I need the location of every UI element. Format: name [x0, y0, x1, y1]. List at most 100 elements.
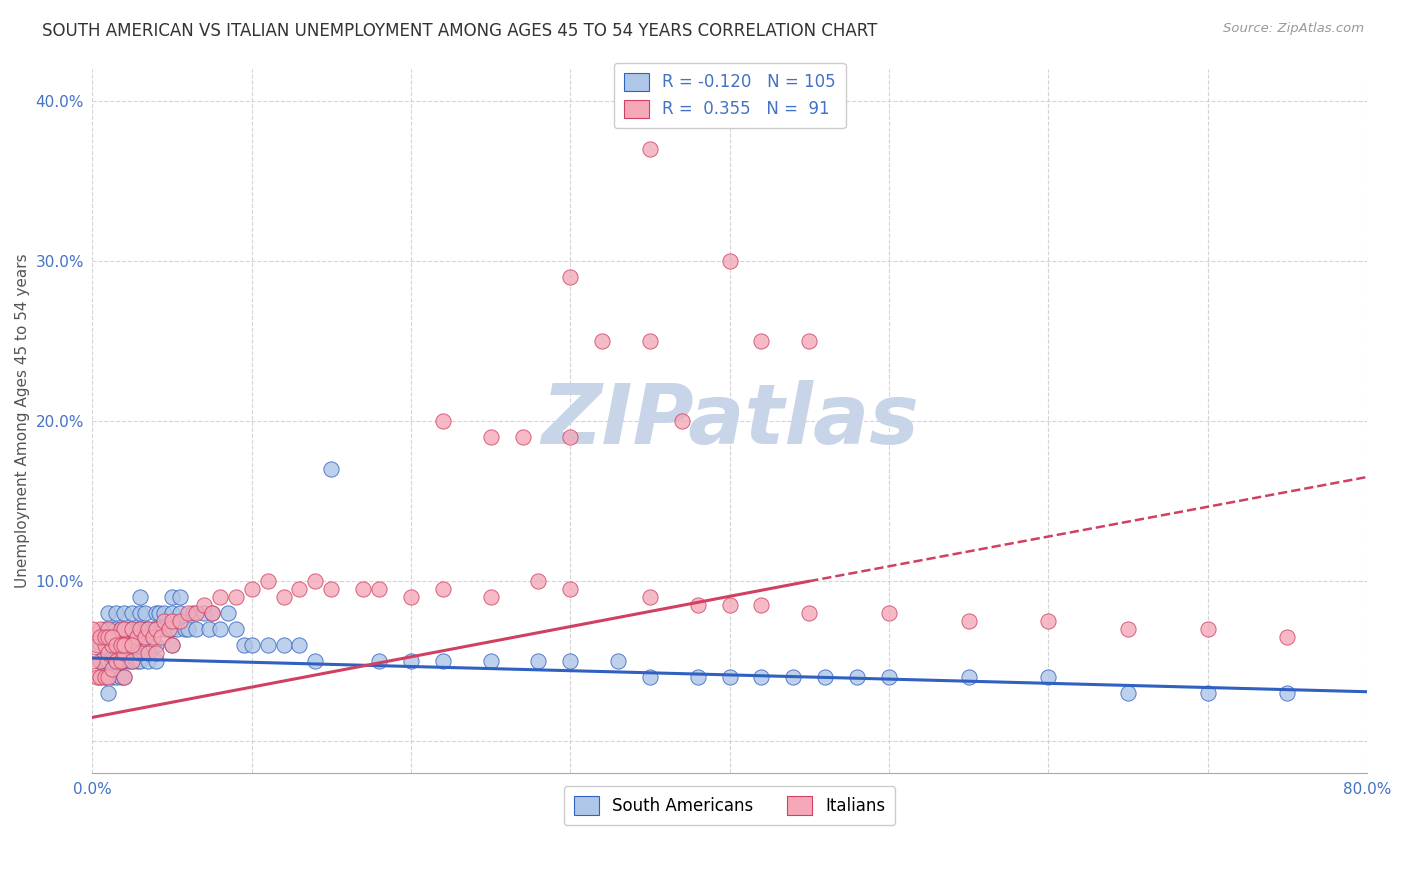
Point — [125, 630, 148, 644]
Point — [160, 638, 183, 652]
Point — [560, 430, 582, 444]
Point — [110, 654, 132, 668]
Point — [240, 582, 263, 597]
Point — [273, 638, 295, 652]
Point — [125, 638, 148, 652]
Point — [560, 582, 582, 597]
Point — [105, 638, 128, 652]
Point — [89, 654, 111, 668]
Point — [399, 591, 422, 605]
Point — [877, 606, 900, 620]
Point — [201, 606, 224, 620]
Point — [110, 670, 132, 684]
Point — [148, 606, 170, 620]
Point — [82, 654, 104, 668]
Point — [184, 606, 207, 620]
Point — [638, 591, 661, 605]
Point — [89, 670, 111, 684]
Point — [112, 654, 135, 668]
Point — [112, 646, 135, 660]
Point — [134, 622, 156, 636]
Point — [118, 622, 141, 636]
Point — [118, 638, 141, 652]
Point — [121, 622, 143, 636]
Point — [177, 606, 200, 620]
Point — [1197, 686, 1219, 700]
Point — [129, 638, 152, 652]
Point — [110, 638, 132, 652]
Point — [145, 622, 167, 636]
Point — [512, 430, 534, 444]
Point — [97, 606, 120, 620]
Point — [118, 638, 141, 652]
Point — [105, 622, 128, 636]
Point — [591, 334, 613, 348]
Point — [1116, 686, 1139, 700]
Point — [160, 591, 183, 605]
Point — [201, 606, 224, 620]
Point — [208, 622, 231, 636]
Point — [153, 622, 176, 636]
Text: ZIPatlas: ZIPatlas — [541, 381, 918, 461]
Point — [121, 654, 143, 668]
Point — [527, 654, 550, 668]
Point — [718, 598, 741, 612]
Point — [751, 598, 773, 612]
Point — [368, 654, 391, 668]
Point — [129, 606, 152, 620]
Point — [256, 574, 278, 589]
Point — [1038, 614, 1060, 628]
Point — [94, 630, 117, 644]
Point — [110, 654, 132, 668]
Point — [129, 591, 152, 605]
Point — [1116, 622, 1139, 636]
Point — [89, 630, 111, 644]
Point — [136, 646, 159, 660]
Point — [94, 654, 117, 668]
Point — [97, 686, 120, 700]
Point — [718, 253, 741, 268]
Point — [160, 622, 183, 636]
Point — [256, 638, 278, 652]
Point — [432, 654, 454, 668]
Point — [527, 574, 550, 589]
Point — [193, 598, 215, 612]
Point — [173, 622, 195, 636]
Point — [177, 622, 200, 636]
Point — [957, 614, 980, 628]
Point — [169, 591, 191, 605]
Point — [89, 670, 111, 684]
Point — [121, 654, 143, 668]
Point — [112, 622, 135, 636]
Point — [638, 142, 661, 156]
Point — [166, 622, 188, 636]
Point — [136, 622, 159, 636]
Point — [97, 638, 120, 652]
Point — [751, 334, 773, 348]
Point — [86, 638, 108, 652]
Point — [112, 670, 135, 684]
Point — [129, 646, 152, 660]
Point — [112, 638, 135, 652]
Y-axis label: Unemployment Among Ages 45 to 54 years: Unemployment Among Ages 45 to 54 years — [15, 253, 30, 589]
Point — [97, 654, 120, 668]
Point — [1275, 686, 1298, 700]
Point — [100, 670, 122, 684]
Point — [112, 606, 135, 620]
Point — [288, 638, 311, 652]
Point — [686, 670, 709, 684]
Point — [134, 630, 156, 644]
Point — [208, 591, 231, 605]
Point — [153, 614, 176, 628]
Point — [193, 606, 215, 620]
Point — [82, 622, 104, 636]
Point — [321, 582, 343, 597]
Point — [368, 582, 391, 597]
Point — [94, 670, 117, 684]
Point — [814, 670, 837, 684]
Point — [157, 622, 180, 636]
Point — [129, 654, 152, 668]
Point — [105, 630, 128, 644]
Point — [686, 598, 709, 612]
Point — [479, 591, 502, 605]
